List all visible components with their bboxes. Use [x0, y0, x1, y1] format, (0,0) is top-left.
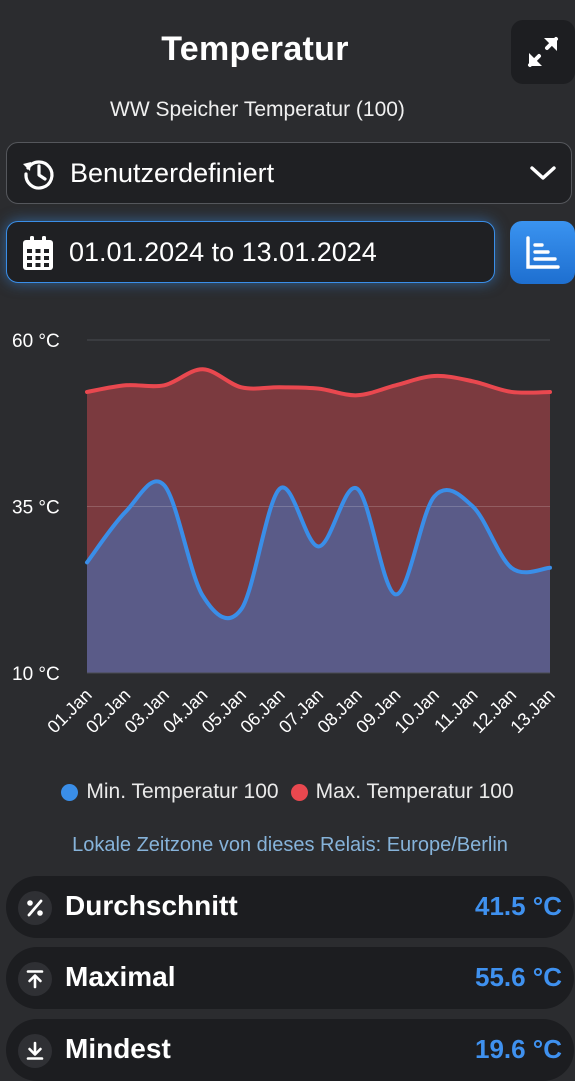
- history-icon: [21, 156, 57, 192]
- page-title: Temperatur: [0, 30, 510, 69]
- arrow-up-to-line-icon: [18, 962, 52, 996]
- stat-maximum-label: Maximal: [65, 961, 176, 993]
- time-range-value: Benutzerdefiniert: [70, 158, 274, 189]
- stat-minimum-value: 19.6 °C: [475, 1034, 562, 1065]
- y-tick-label: 60 °C: [12, 331, 60, 352]
- date-range-input[interactable]: 01.01.2024 to 13.01.2024: [6, 221, 495, 283]
- chart-legend: Min. Temperatur 100 Max. Temperatur 100: [0, 780, 575, 804]
- legend-item-min[interactable]: Min. Temperatur 100: [61, 780, 278, 804]
- calendar-icon: [22, 235, 54, 271]
- legend-item-max[interactable]: Max. Temperatur 100: [291, 780, 514, 804]
- stat-average-value: 41.5 °C: [475, 891, 562, 922]
- stat-minimum-label: Mindest: [65, 1033, 171, 1065]
- time-range-select[interactable]: Benutzerdefiniert: [6, 142, 572, 204]
- percent-icon: [18, 891, 52, 925]
- date-range-value: 01.01.2024 to 13.01.2024: [69, 237, 377, 268]
- chevron-down-icon: [529, 163, 557, 183]
- stat-maximum: Maximal 55.6 °C: [6, 947, 574, 1009]
- legend-dot-max: [291, 784, 308, 801]
- legend-label-max: Max. Temperatur 100: [316, 780, 514, 804]
- stat-average-label: Durchschnitt: [65, 890, 238, 922]
- y-tick-label: 35 °C: [12, 498, 60, 519]
- show-chart-button[interactable]: [510, 221, 575, 284]
- stat-minimum: Mindest 19.6 °C: [6, 1019, 574, 1081]
- expand-button[interactable]: [511, 20, 575, 84]
- stat-average: Durchschnitt 41.5 °C: [6, 876, 574, 938]
- temperature-chart: 60 °C35 °C10 °C01.Jan02.Jan03.Jan04.Jan0…: [0, 320, 575, 765]
- x-tick-label: 10.Jan: [391, 685, 443, 737]
- chart-icon: [525, 236, 561, 270]
- legend-dot-min: [61, 784, 78, 801]
- expand-icon: [525, 34, 561, 70]
- stat-maximum-value: 55.6 °C: [475, 962, 562, 993]
- x-tick-label: 13.Jan: [506, 685, 558, 737]
- y-tick-label: 10 °C: [12, 664, 60, 685]
- timezone-note: Lokale Zeitzone von dieses Relais: Europ…: [0, 834, 575, 857]
- sensor-subtitle: WW Speicher Temperatur (100): [0, 98, 515, 122]
- legend-label-min: Min. Temperatur 100: [86, 780, 278, 804]
- arrow-down-to-line-icon: [18, 1034, 52, 1068]
